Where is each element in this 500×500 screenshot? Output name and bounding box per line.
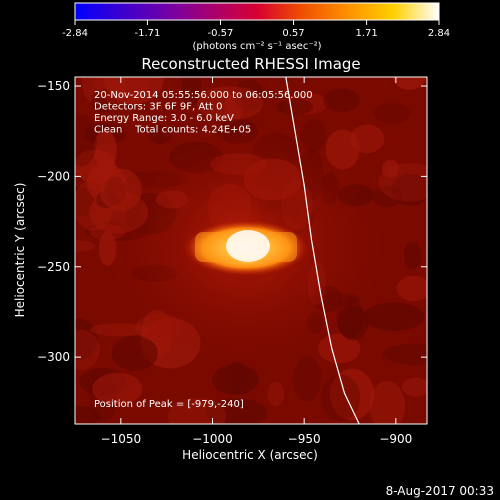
colorbar-tick-label: 2.84 (428, 28, 450, 39)
annotation-line: 20-Nov-2014 05:55:56.000 to 06:05:56.000 (94, 90, 313, 101)
x-axis-ticks: −1050 −1000 −950 −900 (101, 77, 412, 446)
y-axis-label: Heliocentric Y (arcsec) (13, 183, 27, 318)
image-texture-patch (323, 88, 360, 112)
colorbar-tick-label: -1.71 (134, 28, 160, 39)
image-texture-patch (111, 335, 158, 372)
image-texture-patch (75, 114, 98, 167)
x-axis-label: Heliocentric X (arcsec) (182, 448, 318, 462)
image-texture-patch (363, 302, 425, 332)
peak-position-label: Position of Peak = [-979,-240] (94, 399, 244, 410)
x-tick-label: −1050 (101, 432, 142, 446)
annotation-line: Detectors: 3F 6F 9F, Att 0 (94, 102, 222, 113)
footer-date: 8-Aug-2017 00:33 (386, 484, 494, 498)
image-texture-patch (396, 275, 427, 302)
image-texture-patch (89, 323, 150, 337)
image-texture-patch (92, 372, 143, 405)
image-texture-patch (267, 381, 285, 407)
annotation-line: Clean Total counts: 4.24E+05 (94, 125, 251, 136)
image-texture-patch (181, 77, 201, 108)
image-texture-patch (75, 405, 101, 424)
image-texture-patch (403, 241, 422, 270)
image-texture-patch (75, 318, 98, 361)
image-texture-patch (233, 79, 265, 111)
colorbar (74, 2, 440, 21)
image-texture-patch (226, 361, 248, 394)
colorbar-tick-label: 1.71 (355, 28, 377, 39)
image-texture-patch (205, 398, 268, 424)
image-texture-patch (373, 185, 403, 208)
image-texture-patch (75, 239, 95, 253)
chart-title: Reconstructed RHESSI Image (141, 55, 360, 73)
image-texture-patch (94, 77, 150, 105)
image-texture-patch (320, 374, 361, 422)
colorbar-tick-label: -2.84 (62, 28, 88, 39)
image-texture-patch (382, 343, 427, 365)
colorbar-tick-label: -0.57 (208, 28, 234, 39)
image-texture-patch (393, 77, 426, 90)
colorbar-units: (photons cm⁻² s⁻¹ asec⁻²) (192, 41, 321, 52)
image-texture-patch (401, 377, 427, 397)
image-texture-patch (285, 92, 328, 115)
image-texture-patch (293, 356, 322, 402)
y-axis-ticks: −150 −200 −250 −300 (37, 79, 427, 364)
image-texture-patch (103, 77, 164, 104)
y-tick-label: −200 (37, 169, 70, 183)
image-texture-patch (378, 163, 427, 202)
image-texture-patch (276, 98, 314, 116)
annotation-block: 20-Nov-2014 05:55:56.000 to 06:05:56.000… (94, 90, 313, 136)
image-texture-patch (148, 125, 173, 145)
image-texture-patch (91, 88, 118, 113)
x-tick-label: −900 (379, 432, 412, 446)
x-tick-label: −1000 (192, 432, 233, 446)
plot-frame (74, 76, 428, 425)
image-texture-patch (224, 94, 243, 123)
colorbar-tick-label: 0.57 (282, 28, 304, 39)
y-tick-label: −250 (37, 260, 70, 274)
annotation-line: Energy Range: 3.0 - 6.0 keV (94, 113, 234, 124)
image-texture-patch (369, 381, 406, 424)
x-tick-label: −950 (288, 432, 321, 446)
image-texture-patch (75, 149, 116, 183)
image-texture-patch (196, 86, 264, 121)
heatmap-image (75, 77, 427, 424)
y-tick-label: −300 (37, 350, 70, 364)
image-texture-patch (167, 397, 227, 424)
image-texture-patch (212, 364, 259, 396)
image-texture-patch (373, 102, 411, 124)
solar-limb-line (285, 77, 360, 424)
image-texture-patch (75, 329, 101, 370)
image-texture-patch (381, 159, 400, 178)
y-tick-label: −150 (37, 79, 70, 93)
image-texture-patch (391, 173, 427, 206)
colorbar-ticks: -2.84 -1.71 -0.57 0.57 1.71 2.84 (62, 20, 450, 39)
